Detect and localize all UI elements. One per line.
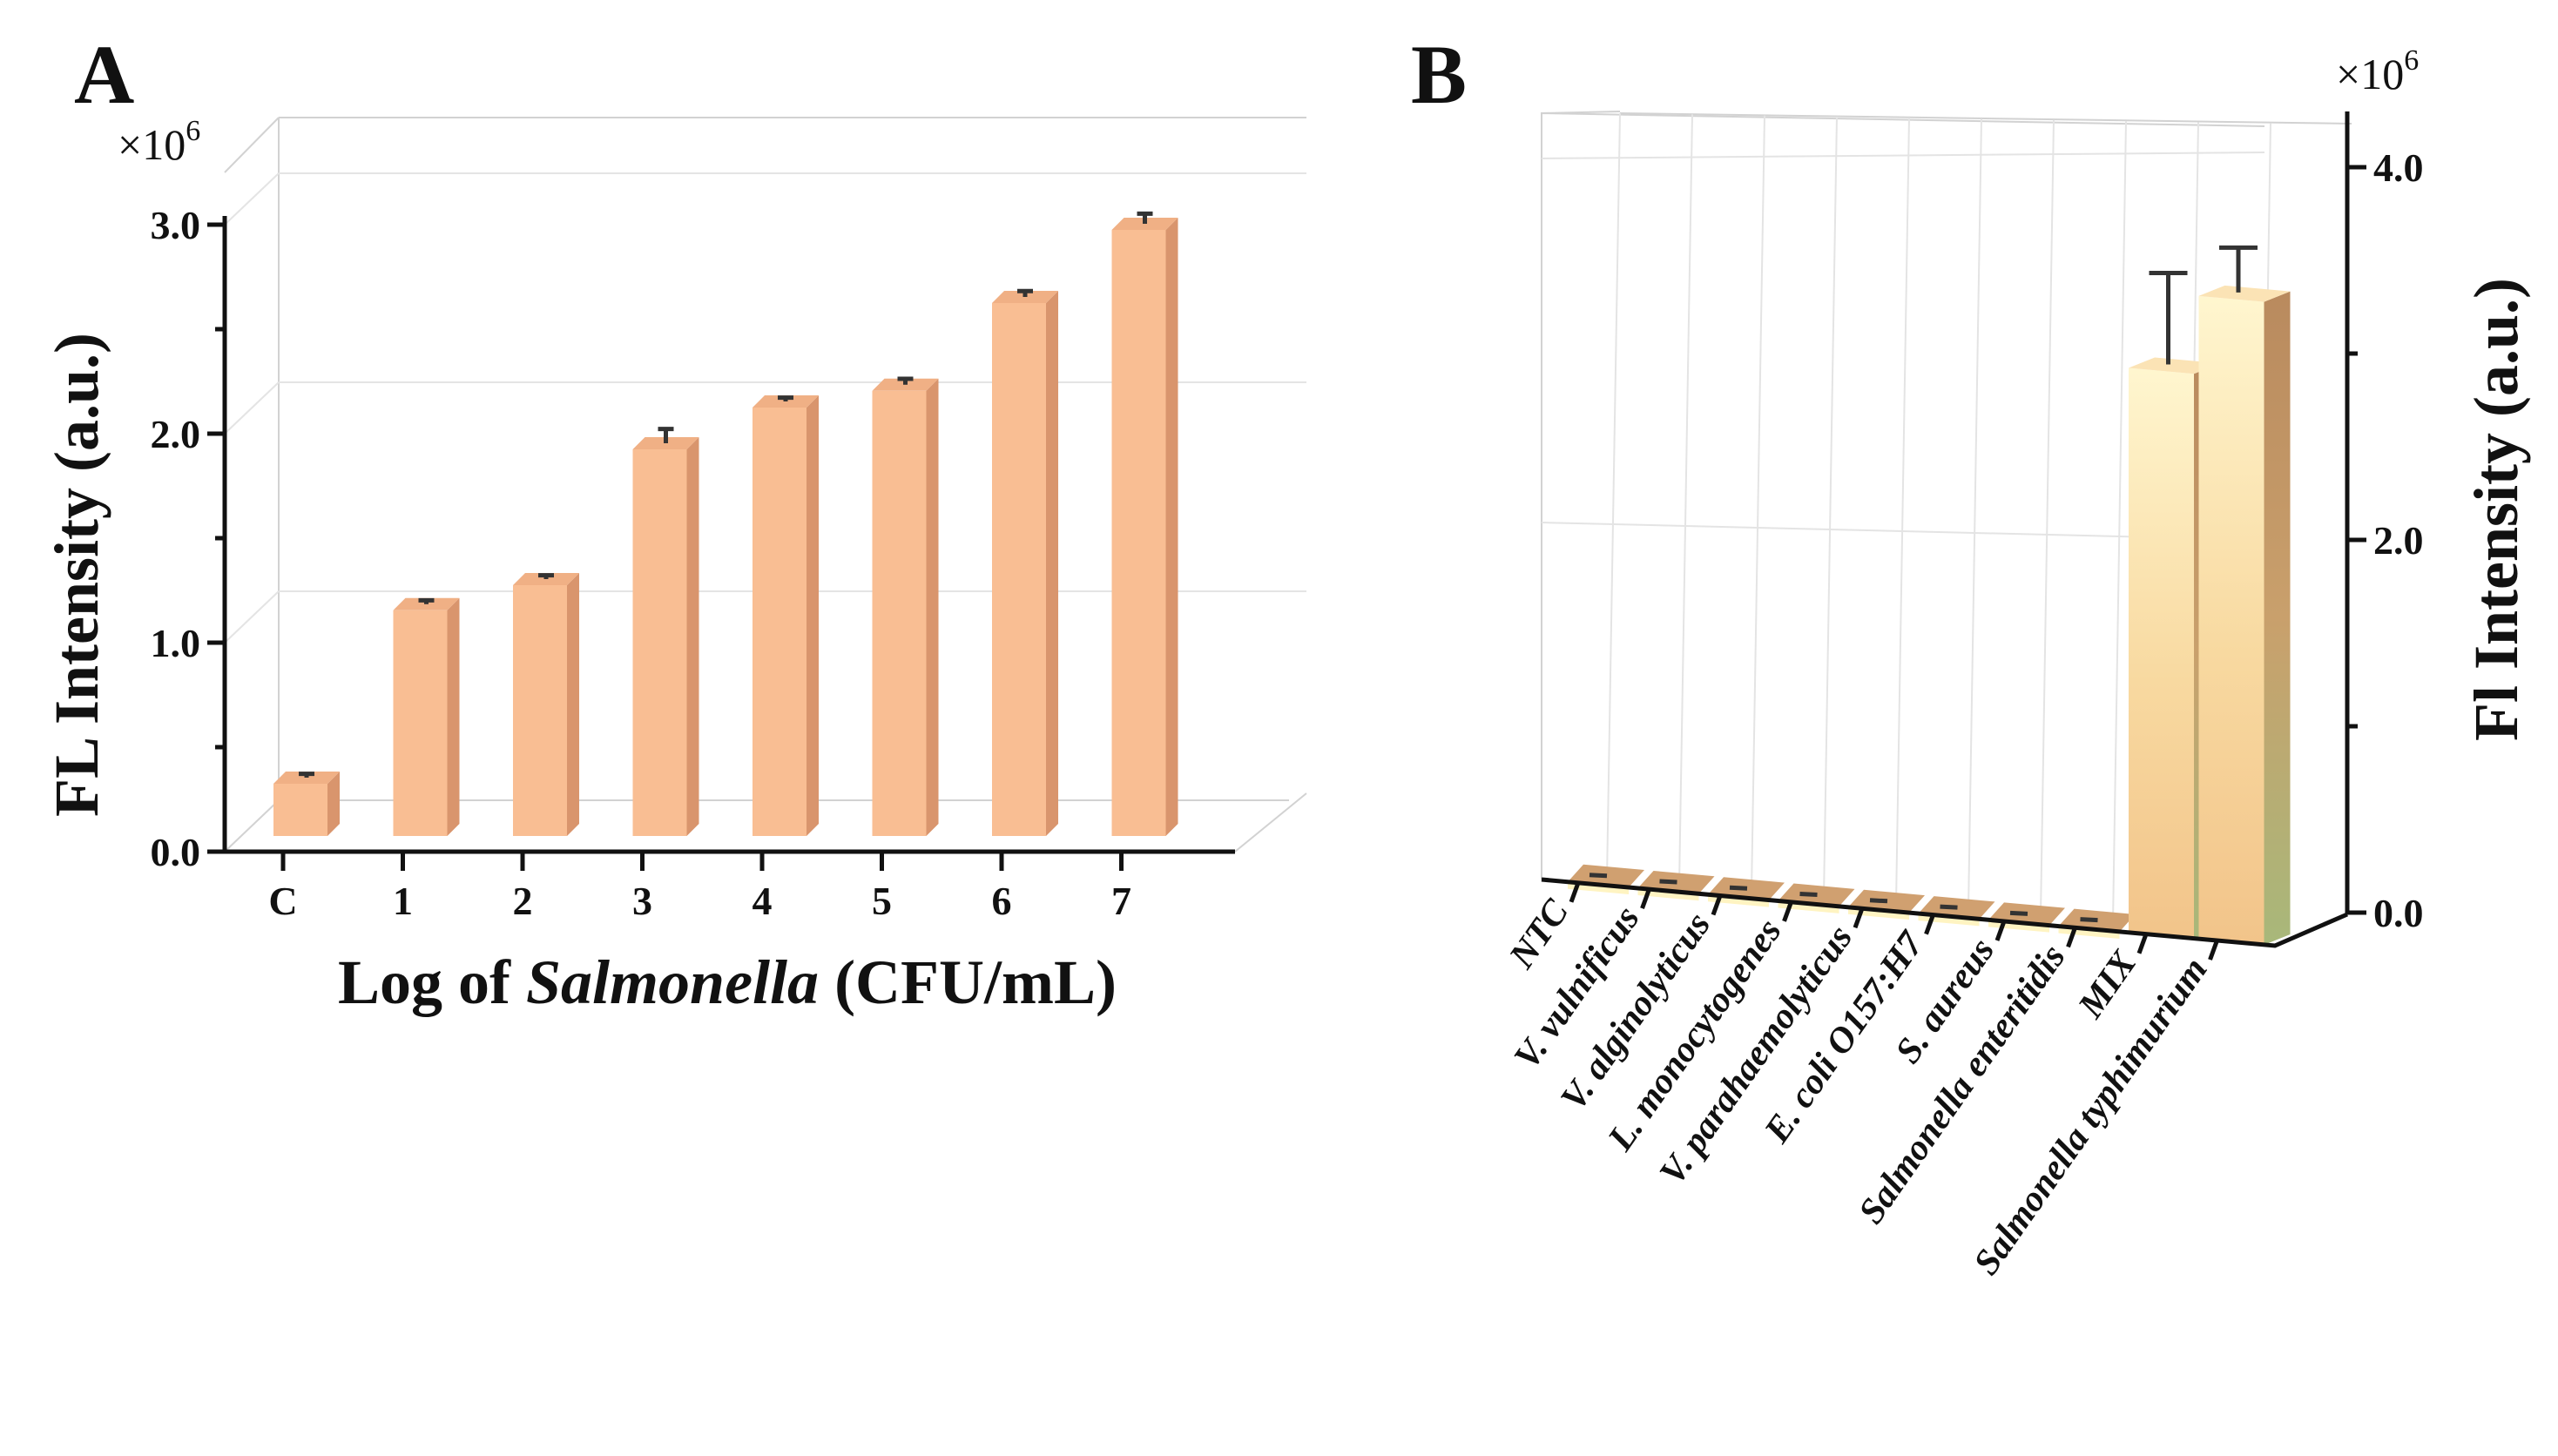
panel-a-grid-side-3 [224,172,280,226]
panel-b-grid-vertical-0 [1606,112,1621,880]
panel-b-grid-vertical-2 [1751,115,1765,893]
panel-a-y-tick-label-2: 2.0 [151,412,201,456]
panel-a-bar-4 [753,408,807,836]
panel-b-axes [1541,111,2350,948]
panel-b-grid-vertical-4 [1895,118,1910,905]
panel-b-top-edge [1619,112,2352,125]
panel-b-y-tick-label-1: 2.0 [2373,518,2424,563]
panel-a-bars [273,211,1178,836]
panel-b-errorbar-1 [1659,879,1677,885]
panel-a-bar-0 [273,784,327,836]
panel-a-bar-side-6 [1046,291,1058,836]
panel-a-x-tick-label-6: 6 [992,879,1012,923]
panel-a-axes [222,216,1235,854]
panel-a-x-axis-title: Log of Salmonella (CFU/mL) [338,947,1117,1017]
panel-a-floor-depth-edge-right [1234,792,1307,853]
panel-b-x-tick-mark-2 [1711,894,1723,916]
panel-a-bar-7 [1111,230,1166,836]
panel-a-x-ticks: C 1 2 3 4 5 6 7 [268,852,1131,923]
panel-a-bar-side-0 [327,772,340,836]
panel-b-grid-vertical-5 [1967,118,1982,911]
panel-b-x-tick-label-8: MIX [2070,943,2145,1026]
panel-b-x-tick-mark-6 [1994,920,2007,941]
panel-b-errorbar-4 [1869,898,1888,904]
panel-b-bars [1568,245,2291,945]
panel-b-grid-vertical-7 [2112,121,2127,923]
panel-b-grid-vertical-1 [1678,114,1693,886]
panel-a-floor-depth-edge-left [224,799,280,853]
panel-a-top-depth-edge [224,117,280,173]
panel-a-bar-side-5 [926,378,939,836]
panel-b-x-tick-mark-9 [2208,940,2219,961]
panel-a-y-axis-title: FL Intensity (a.u.) [42,333,111,817]
panel-b-x-tick-mark-8 [2136,933,2149,954]
panel-a-x-tick-label-1: 1 [393,879,413,923]
panel-a-grid-side-1 [224,590,280,644]
panel-a-grid-side-2 [224,381,280,435]
panel-b-bar-9 [2198,295,2264,945]
panel-b-x-tick-mark-7 [2066,927,2077,948]
panel-b-bar-8 [2129,367,2194,939]
panel-a-bar-2 [513,585,567,836]
panel-b-grid-horizontal-0 [1541,152,2265,159]
panel-a-x-tick-label-3: 3 [632,879,652,923]
panel-b-bar-side-9 [2264,291,2291,945]
panel-b-x-tick-mark-4 [1853,907,1865,929]
panel-b-grid-vertical-3 [1823,116,1838,899]
panel-a: A ×106 0.0 1.0 2.0 3.0 C 1 2 3 4 5 6 7 FL Intensit… [42,28,1307,1017]
panel-b-x-tick-mark-0 [1569,881,1581,903]
panel-a-bar-side-7 [1165,218,1178,836]
panel-a-letter: A [74,28,134,121]
panel-b-y-axis-title: Fl Intensity (a.u.) [2461,278,2531,741]
panel-b-x-tick-label-0: NTC [1502,892,1577,976]
panel-a-y-tick-label-0: 0.0 [151,830,201,874]
panel-b-x-tick-mark-5 [1924,913,1935,935]
panel-a-bar-6 [992,303,1046,836]
panel-a-bar-side-1 [447,597,460,836]
panel-b-y-tick-label-0: 0.0 [2373,891,2424,935]
panel-a-y-tick-label-1: 1.0 [151,621,201,665]
panel-b-letter: B [1411,28,1467,121]
panel-b-errorbar-2 [1729,885,1748,891]
panel-a-x-tick-label-7: 7 [1111,879,1131,923]
panel-b-y-tick-label-2: 4.0 [2373,145,2424,190]
panel-b-bar-top-9 [2198,285,2291,302]
panel-a-bar-1 [393,610,448,836]
panel-a-x-tick-label-0: C [268,879,297,923]
panel-a-bar-side-3 [686,437,699,836]
panel-b-errorbar-0 [1589,873,1608,879]
panel-a-bar-side-4 [807,395,819,836]
panel-a-x-tick-label-5: 5 [872,879,892,923]
panel-b-x-axis-line [1541,877,2348,948]
panel-b-top-left-depth [1541,111,1621,114]
panel-a-y-ticks: 0.0 1.0 2.0 3.0 [151,203,225,874]
panel-b-frame [1541,111,2352,880]
panel-b-grid-vertical-6 [2040,119,2055,917]
panel-b-multiplier: ×106 [2336,44,2419,98]
panel-b-x-tick-mark-3 [1782,901,1793,922]
panel-a-x-tick-label-4: 4 [753,879,773,923]
panel-b-bar-top-8 [2129,357,2220,374]
panel-b-y-ticks: 0.0 2.0 4.0 [2347,145,2424,935]
panel-a-bar-5 [872,390,927,836]
panel-a-y-tick-label-3: 3.0 [151,203,201,247]
panel-a-multiplier: ×106 [118,115,200,169]
panel-b-errorbar-3 [1799,892,1818,898]
panel-a-bar-3 [632,449,687,836]
panel-b-x-tick-mark-1 [1640,888,1651,910]
panel-a-bar-side-2 [567,573,579,836]
panel-a-x-tick-label-2: 2 [513,879,533,923]
